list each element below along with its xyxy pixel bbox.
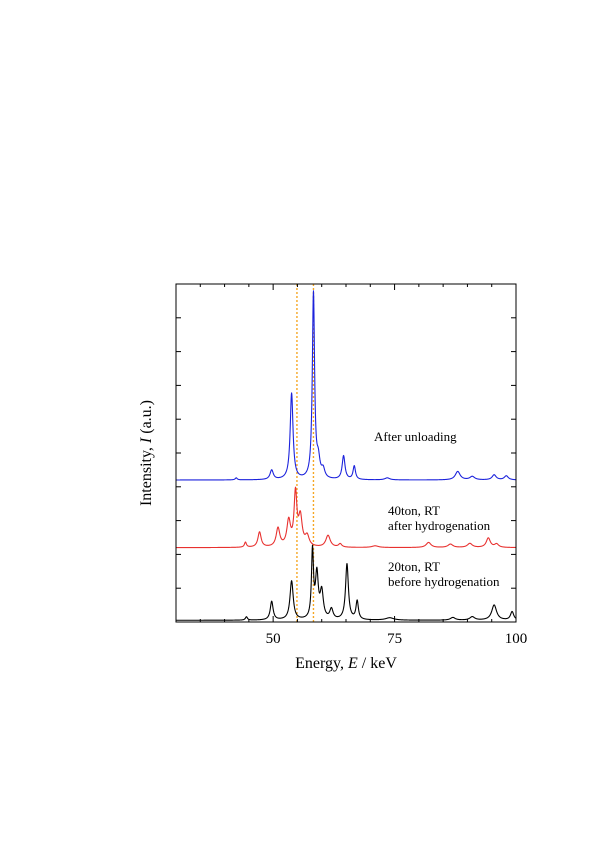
spectrum-line	[175, 290, 517, 481]
series-annotation-line: before hydrogenation	[388, 574, 500, 589]
series-annotation-line: after hydrogenation	[388, 518, 491, 533]
y-axis-label: Intensity, I (a.u.)	[138, 400, 155, 506]
series-annotations: 20ton, RT before hydrogenation 40ton, RT af…	[374, 429, 500, 589]
series-annotation-line: 20ton, RT	[388, 559, 440, 574]
spectrum-line	[175, 486, 517, 549]
series-lines	[175, 290, 517, 621]
x-tick-label: 100	[505, 631, 528, 647]
series-annotation: After unloading	[374, 429, 457, 444]
x-tick-labels: 50 75 100	[266, 631, 528, 647]
series-annotation-line: After unloading	[374, 429, 457, 444]
axis-ticks	[176, 284, 516, 622]
series-annotation-line: 40ton, RT	[388, 503, 440, 518]
series-annotation: 40ton, RT after hydrogenation	[388, 503, 491, 533]
x-axis-label: Energy, E / keV	[295, 655, 397, 672]
series-annotation: 20ton, RT before hydrogenation	[388, 559, 500, 589]
x-tick-label: 75	[387, 631, 402, 647]
x-tick-label: 50	[266, 631, 281, 647]
spectrum-line	[175, 544, 517, 621]
reference-lines	[296, 284, 315, 622]
